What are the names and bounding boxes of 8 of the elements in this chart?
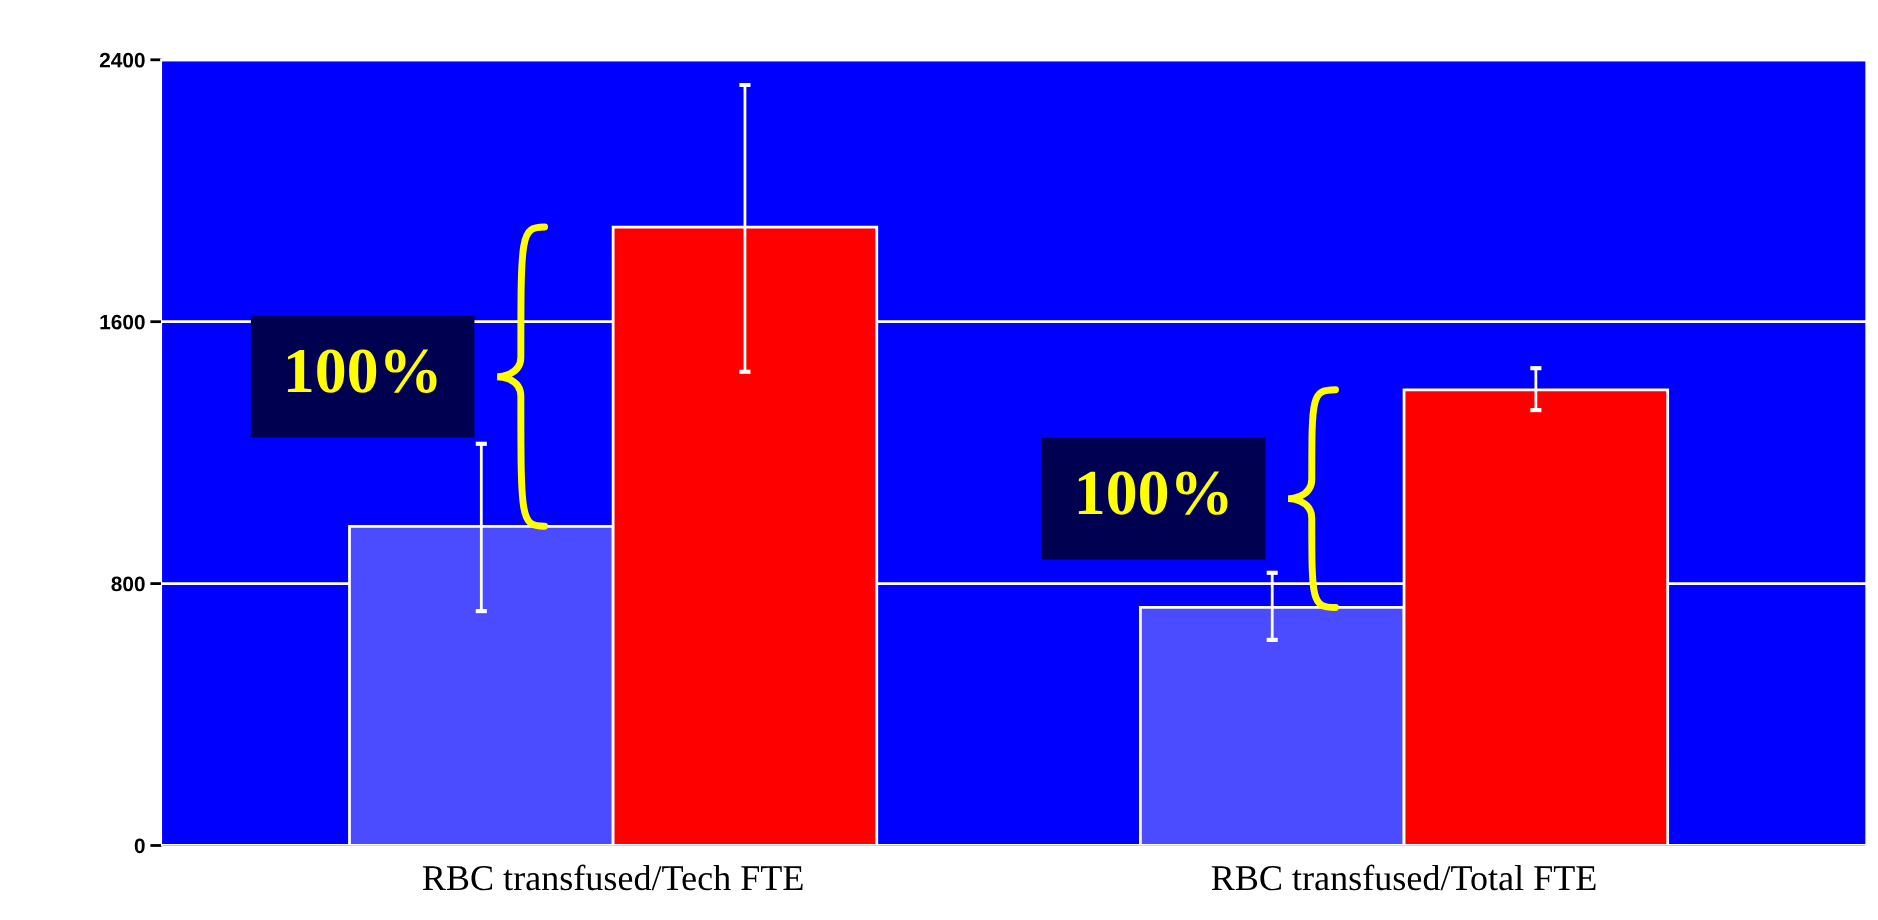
- y-tick-label: 1600: [100, 314, 145, 330]
- x-tick-label: RBC transfused/Tech FTE: [422, 864, 803, 891]
- annotation: 100%: [1078, 471, 1228, 515]
- y-tick-label: 2400: [99, 52, 145, 68]
- y-tick-label: 800: [111, 576, 145, 592]
- x-tick-label: RBC transfused/Total FTE: [1211, 864, 1596, 891]
- y-tick-label: 0: [134, 838, 145, 854]
- annotation: 100%: [287, 349, 437, 393]
